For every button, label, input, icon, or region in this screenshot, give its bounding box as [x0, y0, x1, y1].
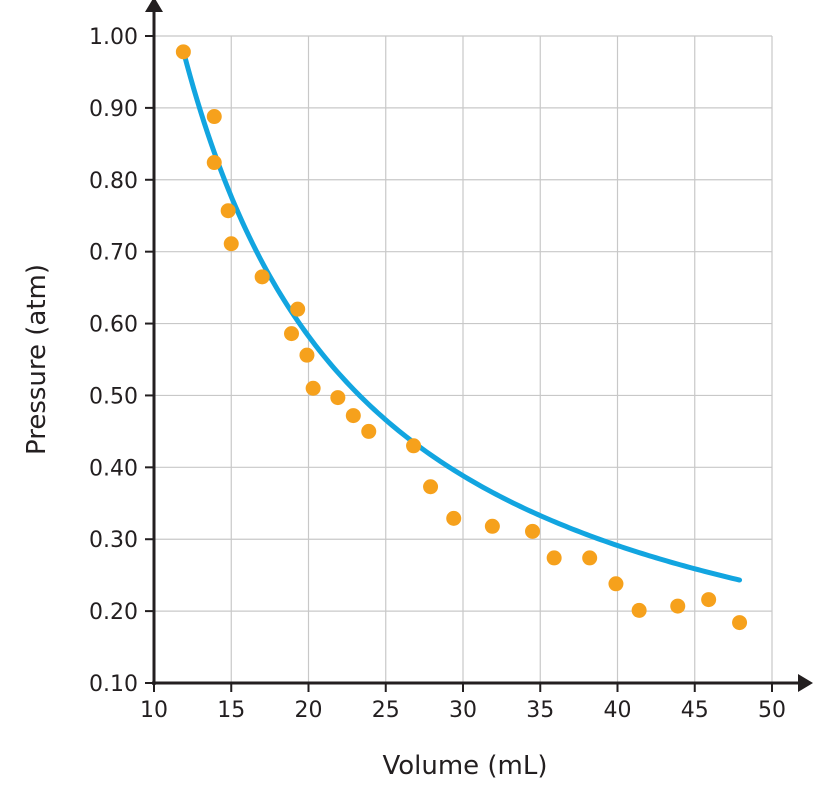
- data-points: [175, 44, 748, 631]
- y-tick-label-0.90: 0.90: [89, 97, 138, 122]
- fit-curve: [180, 48, 743, 583]
- x-axis-title: Volume (mL): [382, 751, 547, 781]
- data-point-5: [223, 236, 239, 252]
- data-point-7: [284, 326, 300, 342]
- data-point-14: [406, 438, 422, 454]
- data-point-3: [206, 155, 222, 171]
- data-point-22: [631, 602, 647, 618]
- data-point-4: [220, 203, 236, 219]
- x-tick-label-50: 50: [758, 698, 786, 723]
- data-point-24: [701, 592, 717, 608]
- tick-labels: 10 15 20 25 30 35 40 45 50 0.10 0.20 0.30 0.40 0.50 0.…: [89, 25, 786, 723]
- x-axis-arrow-icon: [798, 674, 813, 692]
- x-tick-label-30: 30: [449, 698, 477, 723]
- grid-lines: [154, 35, 773, 683]
- data-point-15: [423, 479, 439, 495]
- y-tick-label-0.60: 0.60: [89, 313, 138, 338]
- x-tick-label-25: 25: [372, 698, 400, 723]
- y-tick-label-1.00: 1.00: [89, 25, 138, 50]
- x-tick-label-10: 10: [140, 698, 168, 723]
- data-point-23: [670, 598, 686, 614]
- data-point-10: [305, 380, 321, 396]
- y-tick-label-0.80: 0.80: [89, 169, 138, 194]
- y-tick-label-0.70: 0.70: [89, 241, 138, 266]
- x-tick-label-35: 35: [526, 698, 554, 723]
- data-point-19: [546, 550, 562, 566]
- y-tick-label-0.50: 0.50: [89, 384, 138, 409]
- y-tick-label-0.10: 0.10: [89, 672, 138, 697]
- data-point-11: [330, 390, 346, 406]
- y-tick-label-0.30: 0.30: [89, 528, 138, 553]
- x-tick-label-15: 15: [217, 698, 245, 723]
- y-axis-title: Pressure (atm): [22, 264, 52, 455]
- x-tick-label-45: 45: [681, 698, 709, 723]
- y-tick-label-0.40: 0.40: [89, 456, 138, 481]
- x-tick-label-20: 20: [295, 698, 323, 723]
- data-point-12: [345, 408, 361, 424]
- data-point-16: [446, 510, 462, 526]
- data-point-8: [290, 301, 306, 317]
- y-axis-arrow-icon: [145, 0, 163, 12]
- data-point-17: [484, 518, 500, 534]
- data-point-18: [525, 523, 541, 539]
- data-point-21: [608, 576, 624, 592]
- fit-curve-layer: [180, 48, 743, 583]
- data-point-9: [299, 347, 315, 363]
- x-tick-label-40: 40: [604, 698, 632, 723]
- data-point-20: [582, 550, 598, 566]
- data-point-2: [206, 109, 222, 125]
- axes: [145, 0, 813, 692]
- data-point-6: [254, 269, 270, 285]
- y-tick-label-0.20: 0.20: [89, 600, 138, 625]
- data-point-1: [175, 44, 191, 60]
- data-point-13: [361, 423, 377, 439]
- data-point-25: [732, 615, 748, 631]
